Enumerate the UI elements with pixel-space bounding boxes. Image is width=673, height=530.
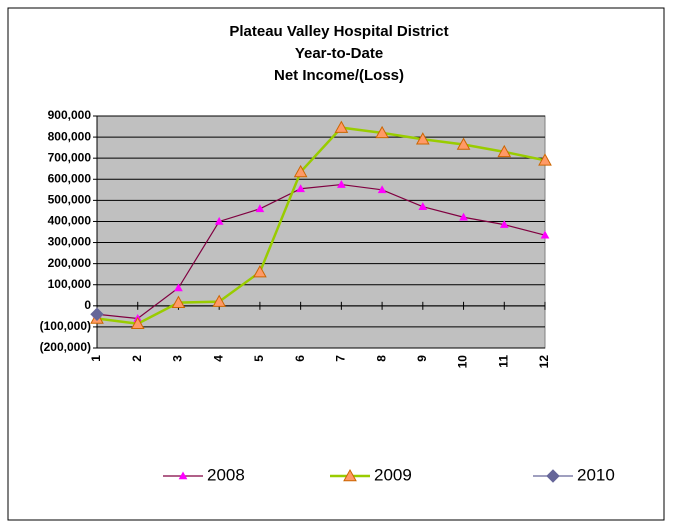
data-point: [499, 220, 509, 228]
y-tick-label: 600,000: [48, 171, 92, 185]
legend-label: 2009: [374, 465, 412, 484]
y-tick-label: (100,000): [40, 319, 91, 333]
data-point: [334, 120, 349, 133]
data-point: [375, 125, 389, 139]
legend-label: 2010: [577, 465, 615, 484]
legend-marker: [546, 469, 560, 483]
series-line: [96, 183, 546, 320]
data-point: [214, 216, 224, 225]
data-point: [377, 185, 387, 194]
data-point: [337, 180, 346, 188]
data-point: [540, 230, 550, 239]
y-tick-label: 900,000: [48, 108, 92, 122]
legend-marker: [178, 471, 188, 480]
x-tick-label: 11: [496, 355, 510, 368]
chart-title: Net Income/(Loss): [274, 67, 404, 84]
data-point: [296, 184, 305, 193]
x-tick-label: 5: [252, 355, 266, 362]
x-tick-label: 4: [211, 355, 225, 362]
y-tick-label: (200,000): [40, 340, 91, 354]
chart-title: Year-to-Date: [295, 45, 383, 62]
data-point: [212, 294, 227, 307]
x-tick-label: 10: [456, 355, 470, 369]
y-tick-label: 200,000: [48, 256, 92, 270]
x-tick-label: 7: [334, 355, 348, 362]
y-tick-label: 100,000: [48, 277, 92, 291]
plot-area: [96, 115, 546, 349]
x-tick-label: 2: [130, 355, 144, 362]
y-tick-label: 700,000: [48, 150, 92, 164]
x-tick-label: 6: [293, 355, 307, 362]
series-line: [96, 126, 546, 326]
x-tick-label: 1: [89, 355, 103, 362]
data-point: [171, 295, 186, 308]
y-tick-label: 0: [84, 298, 91, 312]
x-tick-label: 9: [415, 355, 429, 362]
x-tick-label: 12: [537, 355, 551, 369]
data-point: [90, 307, 104, 321]
data-point: [497, 144, 512, 158]
y-tick-label: 300,000: [48, 235, 92, 249]
data-point: [293, 164, 308, 178]
y-tick-label: 500,000: [48, 193, 92, 207]
data-point: [130, 316, 145, 330]
data-point: [255, 204, 265, 213]
x-tick-label: 3: [171, 355, 185, 362]
legend-label: 2008: [207, 465, 245, 484]
legend-marker: [343, 468, 357, 482]
data-point: [174, 283, 183, 292]
data-point: [459, 212, 468, 221]
data-point: [415, 132, 430, 145]
data-point: [418, 202, 428, 210]
y-tick-label: 800,000: [48, 129, 92, 143]
y-tick-label: 400,000: [48, 214, 92, 228]
data-point: [253, 265, 267, 278]
data-point: [538, 153, 552, 166]
data-point: [456, 137, 471, 150]
x-tick-label: 8: [374, 355, 388, 362]
chart-title: Plateau Valley Hospital District: [229, 23, 448, 40]
